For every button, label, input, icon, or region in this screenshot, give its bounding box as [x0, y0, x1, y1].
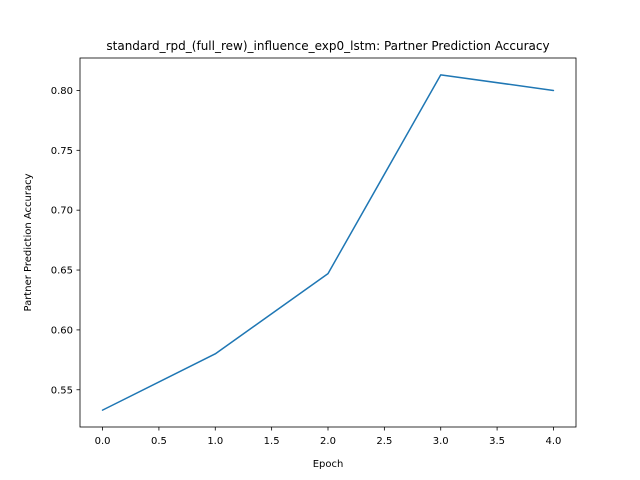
y-axis-label: Partner Prediction Accuracy [23, 173, 34, 311]
x-tick-label: 4.0 [546, 436, 562, 447]
x-tick-label: 1.5 [264, 436, 280, 447]
y-tick-label: 0.75 [51, 146, 73, 157]
x-tick-label: 2.0 [320, 436, 336, 447]
y-tick-label: 0.65 [51, 266, 73, 277]
x-tick-label: 1.0 [207, 436, 223, 447]
x-tick-label: 3.0 [433, 436, 449, 447]
chart-title: standard_rpd_(full_rew)_influence_exp0_l… [106, 39, 549, 53]
x-tick-label: 3.5 [489, 436, 505, 447]
x-axis: 0.0 0.5 1.0 1.5 2.0 2.5 3.0 3.5 4.0 [95, 427, 562, 447]
y-tick-label: 0.70 [51, 206, 73, 217]
y-axis: 0.55 0.60 0.65 0.70 0.75 0.80 [51, 86, 80, 396]
x-axis-label: Epoch [313, 459, 344, 470]
plot-frame [79, 57, 577, 428]
y-tick-label: 0.55 [51, 385, 73, 396]
y-tick-label: 0.60 [51, 325, 73, 336]
data-points [102, 74, 554, 411]
x-tick-label: 0.5 [151, 436, 167, 447]
x-tick-label: 0.0 [95, 436, 111, 447]
plot-area [80, 58, 576, 427]
x-tick-label: 2.5 [376, 436, 392, 447]
y-tick-label: 0.80 [51, 86, 73, 97]
